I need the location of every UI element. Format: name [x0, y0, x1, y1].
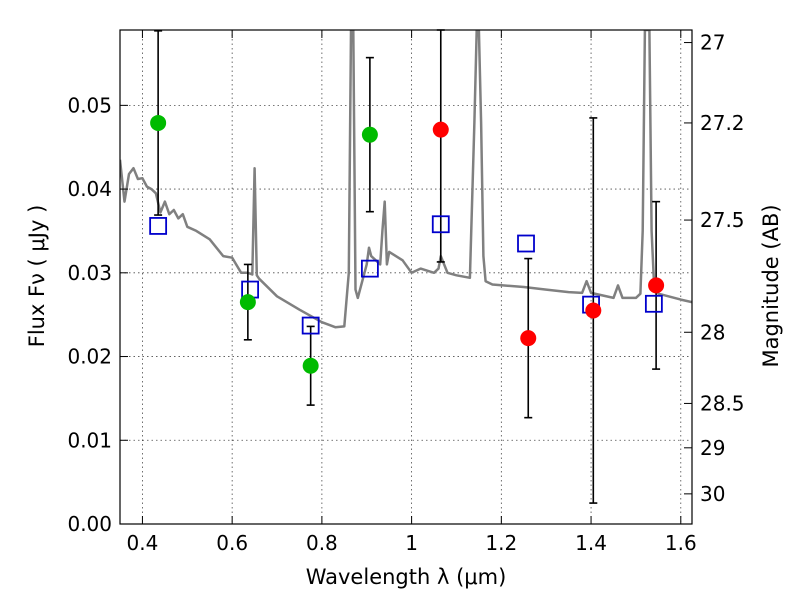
model-bandpass-square — [517, 234, 535, 253]
y-tick-label: 0.03 — [67, 261, 112, 285]
model-bandpass-square — [644, 294, 663, 313]
y-axis-label: Flux Fν ( μJy ) — [25, 205, 49, 348]
observed-point — [432, 121, 449, 138]
model-spectrum — [120, 30, 692, 329]
observed-point — [520, 330, 537, 347]
y-axis-ticks: 0.00 0.01 0.02 0.03 0.04 0.05 — [67, 93, 128, 536]
x-tick-label: 1.2 — [485, 531, 517, 555]
x-tick-label: 1.4 — [575, 531, 607, 555]
model-bandpass-square — [301, 316, 320, 335]
y2-tick-label: 27.5 — [700, 208, 745, 232]
x-tick-label: 0.6 — [216, 531, 248, 555]
x-tick-label: 1.6 — [665, 531, 697, 555]
observed-point — [648, 277, 665, 294]
y-tick-label: 0.04 — [67, 177, 112, 201]
y2-tick-label: 29 — [700, 436, 725, 460]
model-bandpass-square — [149, 217, 168, 235]
observed-points — [150, 114, 665, 374]
y2-axis-label: Magnitude (AB) — [759, 204, 783, 367]
model-bandpass-square — [360, 259, 379, 278]
y2-tick-label: 30 — [700, 482, 725, 506]
y-tick-label: 0.05 — [67, 93, 112, 117]
x-tick-label: 0.4 — [127, 531, 159, 555]
observed-point — [361, 126, 378, 143]
observed-point — [150, 114, 167, 131]
grid-lines — [120, 30, 692, 524]
y-tick-label: 0.02 — [67, 345, 112, 369]
y2-tick-label: 27 — [700, 31, 725, 55]
x-axis-label: Wavelength λ (μm) — [306, 565, 507, 589]
y2-axis-ticks: 27 27.2 27.5 28 28.5 29 30 — [684, 31, 745, 506]
y2-tick-label: 28 — [700, 320, 725, 344]
model-spectrum-line — [120, 30, 692, 329]
y-tick-label: 0.00 — [67, 512, 112, 536]
plot-frame — [119, 29, 693, 525]
x-axis-ticks: 0.4 0.6 0.8 1 1.2 1.4 1.6 — [127, 30, 697, 555]
y2-tick-label: 27.2 — [700, 111, 745, 135]
model-bandpass-markers — [149, 215, 663, 335]
y2-tick-label: 28.5 — [700, 391, 745, 415]
observed-point — [239, 294, 256, 311]
model-bandpass-square — [431, 215, 450, 234]
observed-point — [585, 302, 602, 319]
x-tick-label: 0.8 — [306, 531, 338, 555]
observed-point — [302, 357, 319, 374]
x-tick-label: 1 — [405, 531, 418, 555]
y-tick-label: 0.01 — [67, 428, 112, 452]
